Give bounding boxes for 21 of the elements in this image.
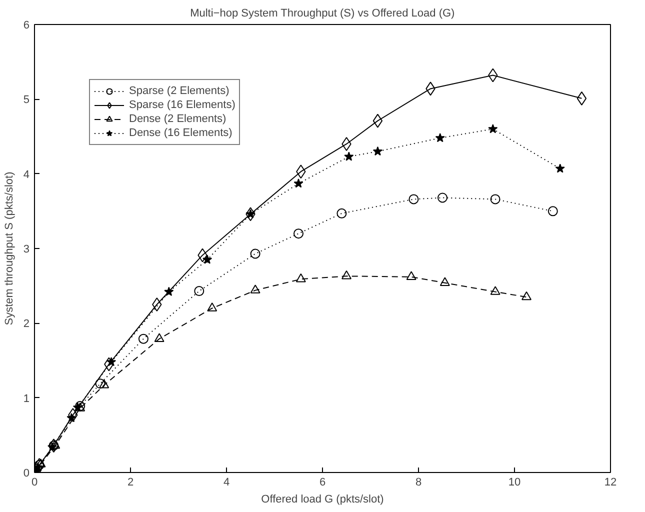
y-tick-label: 1 xyxy=(23,392,30,405)
y-tick-label: 2 xyxy=(23,318,30,330)
x-tick-label: 10 xyxy=(508,476,521,488)
y-tick-label: 5 xyxy=(23,94,30,106)
chart-title: Multi−hop System Throughput (S) vs Offered Load (G) xyxy=(190,8,455,20)
legend-label: Dense (2 Elements) xyxy=(129,112,226,126)
y-axis-title: System throughput S (pkts/slot) xyxy=(3,172,16,326)
y-tick-label: 6 xyxy=(23,20,30,32)
y-tick-label: 4 xyxy=(23,168,30,181)
x-tick-label: 12 xyxy=(604,476,617,488)
x-tick-label: 0 xyxy=(31,476,38,488)
y-tick-label: 3 xyxy=(23,244,30,256)
legend-label: Dense (16 Elements) xyxy=(129,126,232,140)
x-tick-label: 4 xyxy=(223,476,230,488)
y-tick-label: 0 xyxy=(23,468,30,480)
legend-label: Sparse (16 Elements) xyxy=(129,98,236,112)
x-tick-label: 2 xyxy=(127,476,134,488)
legend-label: Sparse (2 Elements) xyxy=(129,84,230,98)
x-tick-label: 6 xyxy=(319,476,326,488)
x-axis-title: Offered load G (pkts/slot) xyxy=(261,494,384,506)
x-tick-label: 8 xyxy=(415,476,422,488)
